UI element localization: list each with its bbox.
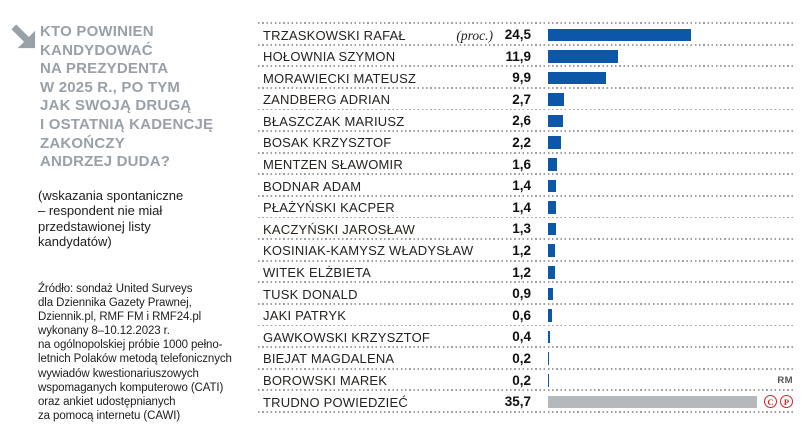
candidate-value: 0,2 <box>512 350 531 366</box>
chart-row: BIEJAT MAGDALENA 0,2 <box>258 348 794 370</box>
arrow-down-right-icon <box>10 22 40 55</box>
candidate-value: 24,5 <box>504 27 531 42</box>
candidate-value: 0,9 <box>512 286 531 302</box>
candidate-value: 1,4 <box>512 199 531 215</box>
question-title: KTO POWINIEN KANDYDOWAĆ NA PREZYDENTA W … <box>40 23 214 171</box>
candidate-value: 35,7 <box>504 394 531 410</box>
candidate-value: 0,2 <box>512 372 531 388</box>
candidate-bar <box>548 201 557 214</box>
question-title-block: KTO POWINIEN KANDYDOWAĆ NA PREZYDENTA W … <box>10 22 258 172</box>
candidate-value: 1,4 <box>512 178 531 194</box>
chart-row: BODNAR ADAM 1,4 <box>258 175 794 197</box>
candidate-bar <box>548 50 618 63</box>
chart-row: KACZYŃSKI JAROSŁAW 1,3 <box>258 218 794 240</box>
candidate-value: 0,6 <box>512 307 531 323</box>
candidate-name: BODNAR ADAM <box>263 178 362 194</box>
candidate-bar <box>548 244 556 257</box>
methodology-note: (wskazania spontaniczne – respondent nie… <box>38 188 184 250</box>
candidate-bar <box>548 93 564 106</box>
candidate-value: 1,2 <box>512 242 531 258</box>
candidate-name: KOSINIAK-KAMYSZ WŁADYSŁAW <box>263 243 474 259</box>
phonogram-icon: P <box>780 395 793 409</box>
chart-row: MENTZEN SŁAWOMIR 1,6 <box>258 154 794 176</box>
candidate-value: 1,2 <box>512 264 531 280</box>
candidate-bar <box>548 179 557 193</box>
chart-row: BOROWSKI MAREK 0,2 RM <box>258 370 794 392</box>
left-panel: KTO POWINIEN KANDYDOWAĆ NA PREZYDENTA W … <box>10 22 258 422</box>
chart-row: ZANDBERG ADRIAN 2,7 <box>258 89 794 111</box>
candidate-name: PŁAŻYŃSKI KACPER <box>263 200 395 216</box>
candidate-bar <box>548 309 552 322</box>
candidate-bar <box>548 28 692 41</box>
candidate-name: GAWKOWSKI KRZYSZTOF <box>263 329 431 345</box>
unit-label: (proc.) <box>456 27 493 43</box>
chart-row: JAKI PATRYK 0,6 <box>258 305 794 327</box>
candidate-bar <box>548 352 550 365</box>
chart-row: TUSK DONALD 0,9 <box>258 283 794 305</box>
candidate-bar <box>548 330 551 344</box>
candidate-bar <box>548 222 556 236</box>
candidate-value: 2,7 <box>512 91 531 107</box>
chart-row: PŁAŻYŃSKI KACPER 1,4 <box>258 197 794 219</box>
candidate-value: 1,3 <box>512 221 531 237</box>
candidate-bar <box>548 287 554 301</box>
candidate-value: 0,4 <box>512 329 531 345</box>
candidate-name: WITEK ELŻBIETA <box>263 265 372 281</box>
chart-row: KOSINIAK-KAMYSZ WŁADYSŁAW 1,2 <box>258 240 794 262</box>
candidate-name: ZANDBERG ADRIAN <box>263 92 391 108</box>
candidate-name: KACZYŃSKI JAROSŁAW <box>263 221 415 237</box>
chart-row: HOŁOWNIA SZYMON 11,9 <box>258 46 794 68</box>
chart-row: GAWKOWSKI KRZYSZTOF 0,4 <box>258 326 794 348</box>
chart-rows: TRZASKOWSKI RAFAŁ (proc.) 24,5 HOŁOWNIA SZY… <box>258 24 794 413</box>
candidate-name: BOROWSKI MAREK <box>263 373 388 388</box>
candidate-name: BIEJAT MAGDALENA <box>263 351 395 367</box>
candidate-name: BOSAK KRZYSZTOF <box>263 135 392 151</box>
candidate-value: 2,2 <box>512 134 531 150</box>
candidate-name: MENTZEN SŁAWOMIR <box>263 157 403 173</box>
chart-row: MORAWIECKI MATEUSZ 9,9 <box>258 67 794 89</box>
candidate-bar <box>548 374 550 387</box>
candidate-bar <box>548 71 606 85</box>
chart-row: BŁASZCZAK MARIUSZ 2,6 <box>258 110 794 132</box>
candidate-bar <box>548 136 561 149</box>
candidate-bar <box>548 266 556 279</box>
chart-row: BOSAK KRZYSZTOF 2,2 <box>258 132 794 154</box>
candidate-name: JAKI PATRYK <box>263 308 347 324</box>
candidate-bar <box>548 158 558 171</box>
author-credit: RM <box>777 374 793 386</box>
candidate-bar <box>548 395 757 409</box>
chart-row: WITEK ELŻBIETA 1,2 <box>258 262 794 284</box>
copyright-icon: C <box>764 395 777 409</box>
candidate-bar <box>548 114 564 128</box>
candidate-value: 2,6 <box>512 113 531 129</box>
candidate-name: TUSK DONALD <box>263 286 358 302</box>
bar-chart: TRZASKOWSKI RAFAŁ (proc.) 24,5 HOŁOWNIA SZY… <box>258 22 794 413</box>
candidate-name: BŁASZCZAK MARIUSZ <box>263 113 405 129</box>
candidate-name: MORAWIECKI MATEUSZ <box>263 70 417 86</box>
candidate-value: 9,9 <box>512 70 531 86</box>
chart-top-line <box>258 22 794 24</box>
chart-row: TRZASKOWSKI RAFAŁ (proc.) 24,5 <box>258 24 794 46</box>
candidate-name: TRUDNO POWIEDZIEĆ <box>263 394 408 410</box>
candidate-value: 1,6 <box>512 156 531 172</box>
chart-row: TRUDNO POWIEDZIEĆ 35,7 C P <box>258 391 794 413</box>
candidate-name: HOŁOWNIA SZYMON <box>263 49 396 65</box>
candidate-value: 11,9 <box>505 48 531 64</box>
source-note: Źródło: sondaż United Surveys dla Dzienn… <box>38 283 232 422</box>
candidate-name: TRZASKOWSKI RAFAŁ <box>263 27 406 43</box>
